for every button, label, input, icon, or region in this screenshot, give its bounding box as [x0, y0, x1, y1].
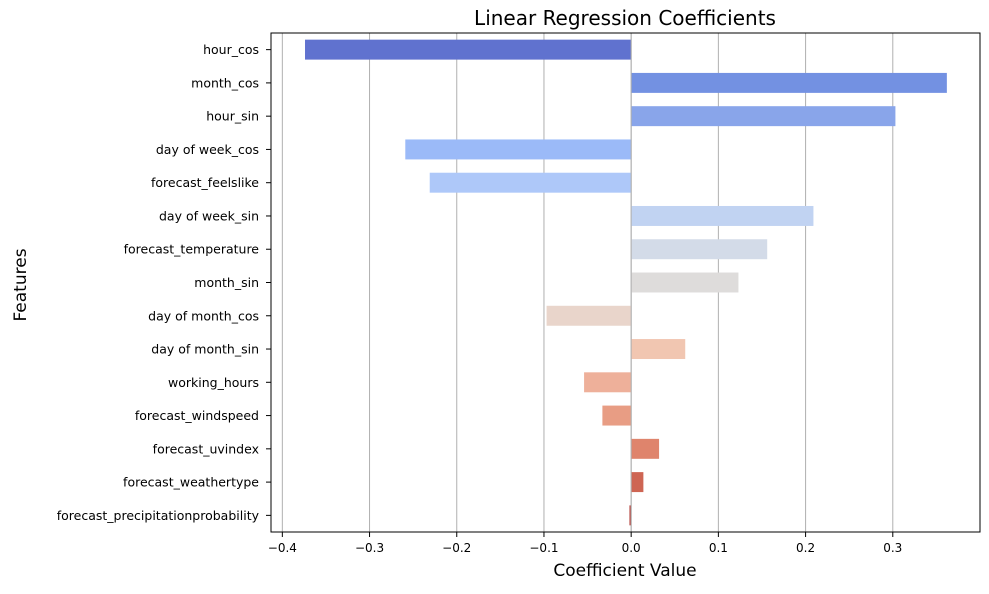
x-tick-label-2: −0.2 [442, 541, 471, 555]
y-category-label-3: day of week_cos [156, 142, 259, 157]
y-category-label-9: day of month_sin [151, 342, 259, 357]
y-category-label-8: day of month_cos [148, 308, 259, 323]
y-category-label-4: forecast_feelslike [151, 175, 259, 190]
bar-5 [631, 205, 814, 226]
bar-4 [429, 172, 632, 193]
x-tick-label-6: 0.2 [796, 541, 815, 555]
y-category-label-1: month_cos [191, 75, 259, 90]
bar-1 [631, 72, 947, 93]
y-category-label-12: forecast_uvindex [153, 441, 259, 456]
bar-7 [631, 272, 739, 293]
bar-11 [602, 405, 632, 426]
x-tick-label-1: −0.3 [355, 541, 384, 555]
x-axis-ticks: −0.4 −0.3 −0.2 −0.1 0.0 0.1 0.2 0.3 [268, 532, 902, 555]
y-category-label-10: working_hours [168, 375, 259, 390]
y-axis-title: Features [11, 248, 31, 321]
bar-0 [305, 39, 632, 60]
y-category-label-2: hour_sin [206, 109, 259, 124]
chart-title: Linear Regression Coefficients [474, 6, 776, 30]
bar-3 [405, 139, 632, 160]
bar-2 [631, 106, 896, 127]
bar-8 [546, 305, 632, 326]
bar-9 [631, 339, 686, 360]
y-category-label-6: forecast_temperature [124, 242, 260, 257]
x-tick-label-7: 0.3 [883, 541, 902, 555]
y-category-label-0: hour_cos [203, 42, 259, 57]
y-category-label-5: day of week_sin [159, 208, 259, 223]
bar-14 [629, 505, 632, 526]
x-axis-title: Coefficient Value [553, 561, 696, 581]
bars [305, 39, 947, 526]
x-tick-label-3: −0.1 [529, 541, 558, 555]
y-category-label-7: month_sin [194, 275, 259, 290]
bar-12 [631, 438, 660, 459]
y-category-label-11: forecast_windspeed [135, 408, 259, 423]
x-tick-label-0: −0.4 [268, 541, 297, 555]
x-tick-label-4: 0.0 [622, 541, 641, 555]
x-tick-label-5: 0.1 [709, 541, 728, 555]
y-category-label-13: forecast_weathertype [123, 475, 259, 490]
y-category-label-14: forecast_precipitationprobability [57, 508, 260, 523]
bar-6 [631, 239, 768, 260]
bar-13 [631, 472, 644, 493]
bar-10 [584, 372, 632, 393]
